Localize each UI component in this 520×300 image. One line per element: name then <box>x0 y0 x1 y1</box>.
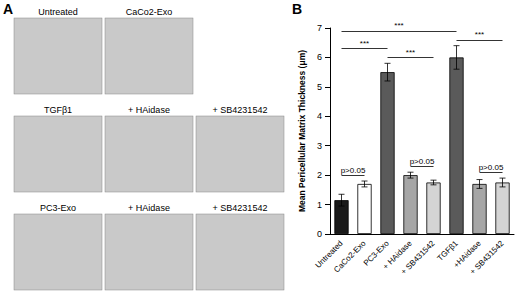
svg-text:***: *** <box>394 21 403 30</box>
svg-text:p>0.05: p>0.05 <box>341 166 366 175</box>
svg-text:7: 7 <box>317 23 322 33</box>
svg-text:***: *** <box>475 30 484 39</box>
svg-text:+HAidase: +HAidase <box>451 238 483 270</box>
svg-text:1: 1 <box>317 200 322 210</box>
svg-text:***: *** <box>360 39 369 48</box>
svg-text:5: 5 <box>317 82 322 92</box>
svg-text:Untreated: Untreated <box>313 238 345 270</box>
svg-text:PC3-Exo: PC3-Exo <box>361 238 391 268</box>
svg-text:p>0.05: p>0.05 <box>479 163 504 172</box>
svg-text:+ HAidase: + HAidase <box>381 238 414 272</box>
svg-text:2: 2 <box>317 170 322 180</box>
svg-text:+ SB4231542: + SB4231542 <box>213 203 268 213</box>
html-text:A: A <box>3 1 14 17</box>
svg-text:Mean Pericellular Matrix Thick: Mean Pericellular Matrix Thickness (μm) <box>297 50 307 212</box>
svg-text:Untreated: Untreated <box>38 7 78 17</box>
svg-text:PC3-Exo: PC3-Exo <box>40 203 76 213</box>
svg-text:***: *** <box>406 48 415 57</box>
svg-text:TGFβ1: TGFβ1 <box>435 238 460 263</box>
svg-text:+ HAidase: + HAidase <box>128 203 170 213</box>
svg-text:+ SB4231542: + SB4231542 <box>213 105 268 115</box>
svg-text:+ SB431542: + SB431542 <box>468 238 506 276</box>
svg-text:p>0.05: p>0.05 <box>410 157 435 166</box>
svg-text:CaCo2-Exo: CaCo2-Exo <box>332 238 368 274</box>
svg-text:3: 3 <box>317 141 322 151</box>
svg-text:6: 6 <box>317 52 322 62</box>
svg-text:TGFβ1: TGFβ1 <box>44 105 72 115</box>
svg-text:4: 4 <box>317 111 322 121</box>
svg-text:+ HAidase: + HAidase <box>128 105 170 115</box>
svg-text:+ SB431542: + SB431542 <box>399 238 437 276</box>
html-text:B: B <box>292 1 303 17</box>
svg-text:CaCo2-Exo: CaCo2-Exo <box>126 7 173 17</box>
svg-text:0: 0 <box>317 229 322 239</box>
